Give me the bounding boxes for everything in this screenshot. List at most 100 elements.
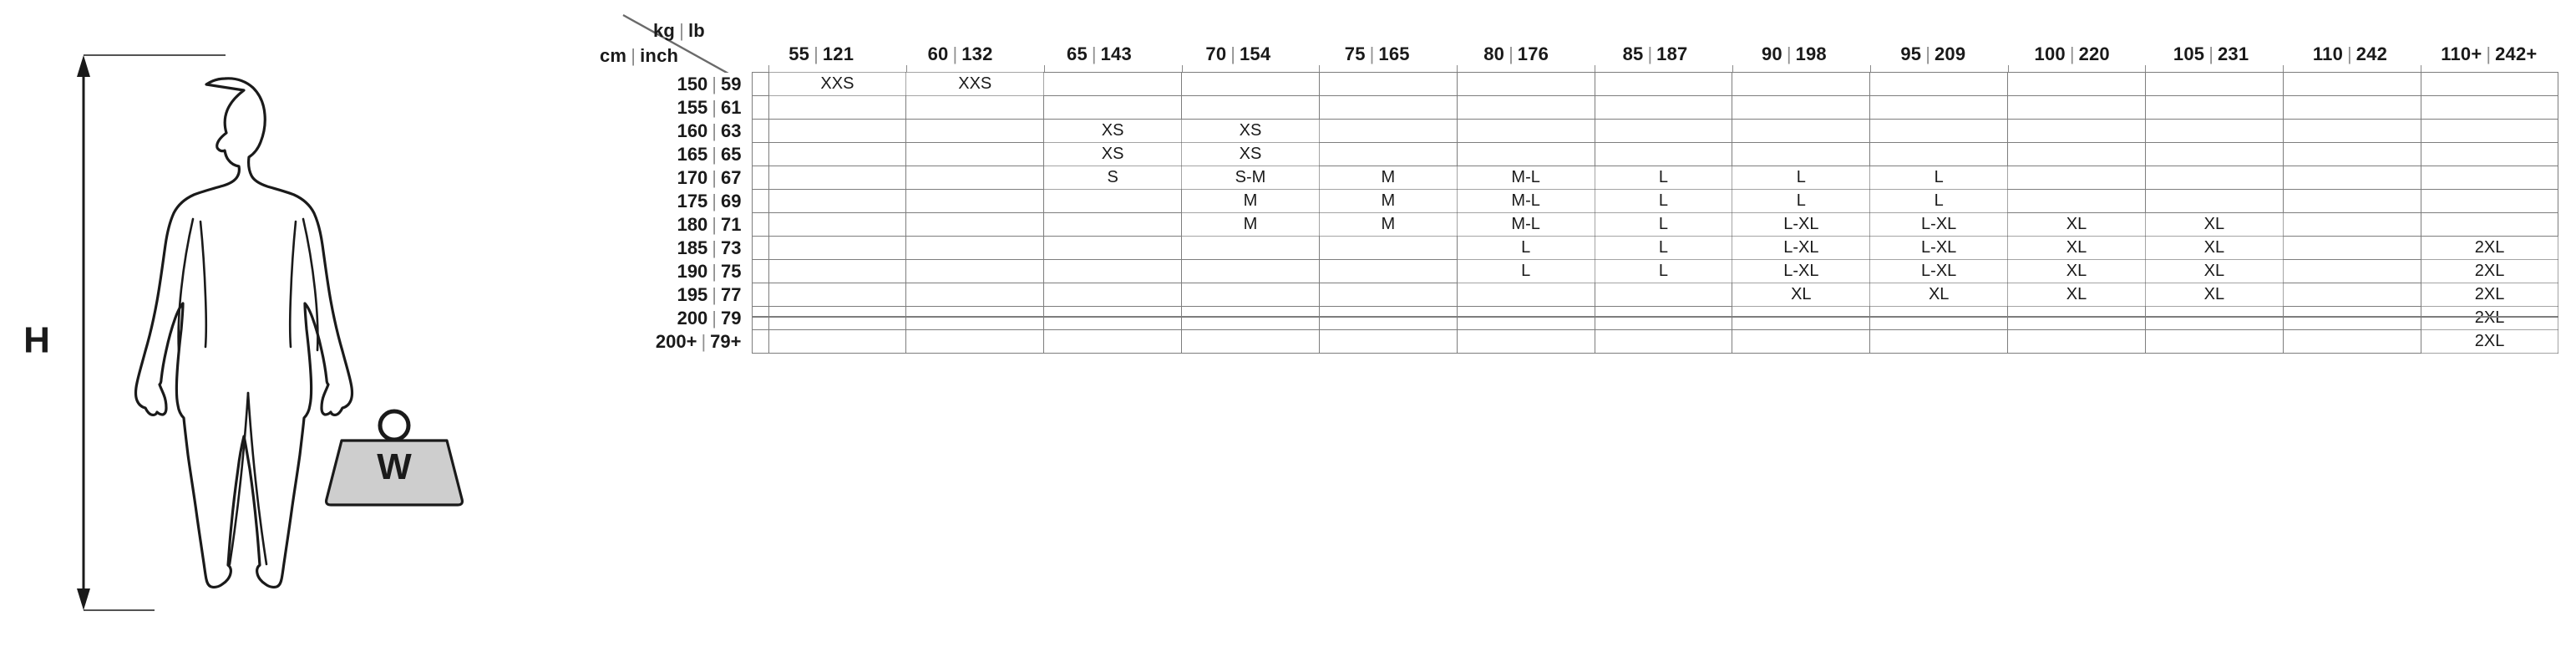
size-cell-2XL[interactable]: 2XL bbox=[2420, 259, 2559, 283]
row-header-cm: 185 bbox=[677, 237, 708, 258]
size-cell-empty bbox=[1318, 95, 1458, 120]
size-cell-L[interactable]: L bbox=[1869, 189, 2009, 213]
row-header-200: 200 | 79 bbox=[518, 306, 752, 330]
size-cell-empty bbox=[2007, 95, 2146, 120]
size-cell-empty bbox=[2282, 212, 2421, 237]
column-header-100: 100 | 220 bbox=[2003, 37, 2142, 72]
row-header-cm: 150 bbox=[677, 73, 708, 94]
size-cell-XL[interactable]: XL bbox=[2007, 236, 2146, 260]
column-header-kg: 60 bbox=[927, 43, 949, 64]
size-cell-M-L[interactable]: M-L bbox=[1456, 212, 1595, 237]
size-cell-L[interactable]: L bbox=[1594, 189, 1733, 213]
row-header-cm: 155 bbox=[677, 96, 708, 118]
size-cell-XXS[interactable]: XXS bbox=[768, 72, 907, 96]
size-cell-XL[interactable]: XL bbox=[2007, 259, 2146, 283]
size-cell-empty bbox=[1043, 283, 1183, 307]
height-unit-caption: cm | inch bbox=[600, 45, 678, 67]
size-cell-L[interactable]: L bbox=[1456, 236, 1595, 260]
size-cell-L[interactable]: L bbox=[1594, 212, 1733, 237]
size-cell-XL[interactable]: XL bbox=[1869, 283, 2009, 307]
size-cell-L[interactable]: L bbox=[1456, 259, 1595, 283]
row-header-cm: 180 bbox=[677, 213, 708, 235]
unit-separator: | bbox=[712, 237, 718, 258]
unit-separator: | bbox=[712, 260, 718, 282]
size-cell-L-XL[interactable]: L-XL bbox=[1732, 212, 1871, 237]
weight-unit-lb: lb bbox=[688, 20, 705, 41]
size-cell-empty bbox=[2282, 329, 2421, 354]
size-cell-empty bbox=[768, 95, 907, 120]
size-cell-M[interactable]: M bbox=[1181, 189, 1320, 213]
size-cell-empty bbox=[768, 236, 907, 260]
weight-label: W bbox=[377, 446, 412, 487]
size-cell-M-L[interactable]: M-L bbox=[1456, 166, 1595, 190]
size-cell-L-XL[interactable]: L-XL bbox=[1869, 236, 2009, 260]
size-cell-L[interactable]: L bbox=[1594, 236, 1733, 260]
size-cell-empty bbox=[1318, 306, 1458, 330]
column-header-kg: 55 bbox=[789, 43, 810, 64]
size-cell-2XL[interactable]: 2XL bbox=[2420, 306, 2559, 330]
grid-lead-cell bbox=[751, 212, 769, 237]
column-header-kg: 105 bbox=[2173, 43, 2205, 64]
row-header-cm: 200 bbox=[677, 307, 708, 329]
size-cell-L[interactable]: L bbox=[1732, 166, 1871, 190]
size-cell-L-XL[interactable]: L-XL bbox=[1732, 236, 1871, 260]
size-cell-empty bbox=[768, 283, 907, 307]
size-cell-empty bbox=[2144, 95, 2284, 120]
size-cell-2XL[interactable]: 2XL bbox=[2420, 236, 2559, 260]
size-cell-XL[interactable]: XL bbox=[2144, 212, 2284, 237]
size-cell-empty bbox=[1594, 306, 1733, 330]
size-cell-L[interactable]: L bbox=[1594, 166, 1733, 190]
size-cell-XL[interactable]: XL bbox=[2007, 212, 2146, 237]
size-cell-empty bbox=[2420, 212, 2559, 237]
row-header-190: 190 | 75 bbox=[518, 259, 752, 283]
size-cell-empty bbox=[905, 119, 1045, 143]
size-cell-empty bbox=[1594, 119, 1733, 143]
size-cell-S[interactable]: S bbox=[1043, 166, 1183, 190]
size-cell-M[interactable]: M bbox=[1181, 212, 1320, 237]
size-cell-XS[interactable]: XS bbox=[1043, 119, 1183, 143]
size-cell-XL[interactable]: XL bbox=[2144, 236, 2284, 260]
row-header-inch: 77 bbox=[721, 283, 742, 305]
size-cell-empty bbox=[768, 142, 907, 166]
column-header-lb: 198 bbox=[1795, 43, 1827, 64]
size-cell-empty bbox=[2282, 236, 2421, 260]
size-cell-M[interactable]: M bbox=[1318, 166, 1458, 190]
size-cell-empty bbox=[1594, 283, 1733, 307]
size-cell-XL[interactable]: XL bbox=[2144, 259, 2284, 283]
size-cell-XL[interactable]: XL bbox=[2007, 283, 2146, 307]
size-cell-empty bbox=[2420, 72, 2559, 96]
size-cell-M[interactable]: M bbox=[1318, 189, 1458, 213]
column-header-lb: 154 bbox=[1240, 43, 1271, 64]
size-cell-XS[interactable]: XS bbox=[1181, 142, 1320, 166]
size-cell-empty bbox=[1869, 306, 2009, 330]
unit-separator: | bbox=[1925, 43, 1930, 64]
size-cell-empty bbox=[905, 306, 1045, 330]
row-header-inch: 65 bbox=[721, 143, 742, 165]
size-cell-M[interactable]: M bbox=[1318, 212, 1458, 237]
size-cell-XL[interactable]: XL bbox=[2144, 283, 2284, 307]
size-cell-XS[interactable]: XS bbox=[1181, 119, 1320, 143]
size-cell-XS[interactable]: XS bbox=[1043, 142, 1183, 166]
size-cell-empty bbox=[1181, 283, 1320, 307]
size-cell-empty bbox=[1043, 72, 1183, 96]
grid-lead-cell bbox=[751, 72, 769, 96]
size-cell-2XL[interactable]: 2XL bbox=[2420, 283, 2559, 307]
row-header-cm: 160 bbox=[677, 120, 708, 141]
size-cell-L-XL[interactable]: L-XL bbox=[1869, 212, 2009, 237]
size-cell-empty bbox=[1594, 72, 1733, 96]
size-cell-L[interactable]: L bbox=[1594, 259, 1733, 283]
size-cell-M-L[interactable]: M-L bbox=[1456, 189, 1595, 213]
size-cell-2XL[interactable]: 2XL bbox=[2420, 329, 2559, 354]
size-cell-XL[interactable]: XL bbox=[1732, 283, 1871, 307]
size-cell-empty bbox=[1318, 72, 1458, 96]
size-cell-L-XL[interactable]: L-XL bbox=[1732, 259, 1871, 283]
size-cell-empty bbox=[905, 142, 1045, 166]
size-cell-empty bbox=[2007, 166, 2146, 190]
size-cell-L-XL[interactable]: L-XL bbox=[1869, 259, 2009, 283]
column-tick-75 bbox=[1319, 65, 1321, 72]
size-cell-XXS[interactable]: XXS bbox=[905, 72, 1045, 96]
size-cell-L[interactable]: L bbox=[1869, 166, 2009, 190]
size-cell-L[interactable]: L bbox=[1732, 189, 1871, 213]
size-cell-empty bbox=[1594, 95, 1733, 120]
size-cell-S-M[interactable]: S-M bbox=[1181, 166, 1320, 190]
